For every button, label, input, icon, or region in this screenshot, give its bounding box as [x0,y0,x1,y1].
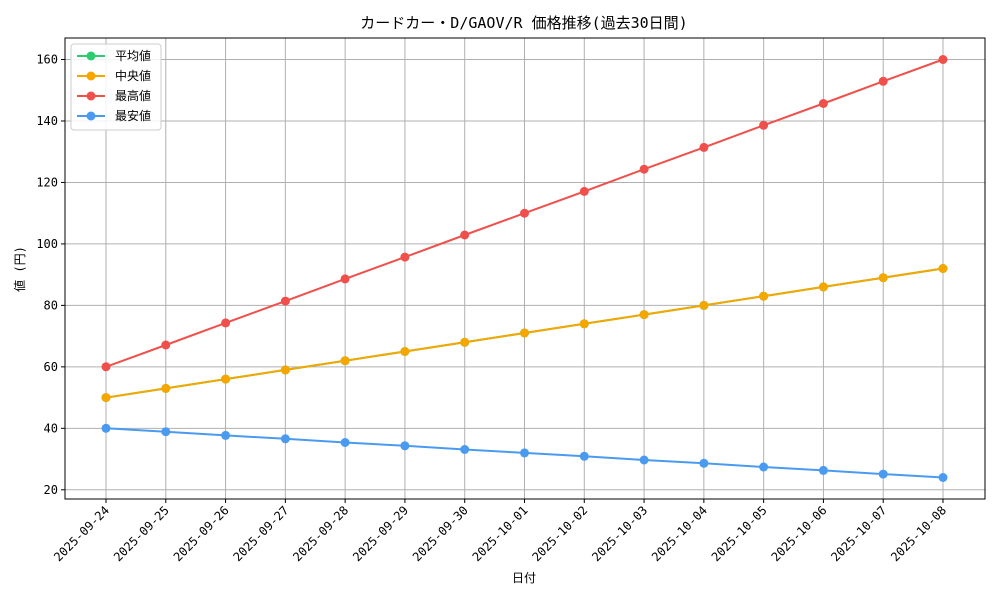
y-tick-label: 140 [36,114,58,128]
data-point [938,473,948,482]
x-tick-label: 2025-10-04 [649,503,710,564]
legend-swatch-marker [86,51,96,61]
y-tick-label: 160 [36,53,58,67]
data-point [400,252,410,262]
legend-item: 最安値 [77,108,151,123]
y-tick-label: 100 [36,237,58,251]
series-2 [101,55,948,372]
data-point [101,362,111,372]
data-point [340,438,350,447]
legend-item: 最高値 [77,88,151,103]
data-point [878,469,888,479]
y-tick-label: 20 [44,483,58,497]
data-point [400,347,410,356]
y-tick-label: 80 [44,298,58,312]
x-tick-label: 2025-10-05 [709,503,770,564]
chart-title: カードカー・D/GAOV/R 価格推移(過去30日間) [360,14,687,32]
x-tick-label: 2025-09-27 [230,503,291,564]
data-point [938,264,948,273]
data-point [280,434,290,444]
data-point [221,374,231,384]
legend-label: 平均値 [115,48,151,63]
data-point [280,365,290,375]
data-point [878,273,888,283]
data-point [340,274,350,284]
data-point [639,310,649,320]
data-point [460,230,470,240]
data-point [759,462,769,472]
legend-swatch-marker [86,71,96,81]
x-tick-label: 2025-10-08 [888,503,949,564]
y-tick-label: 40 [44,421,58,435]
data-point [520,208,529,218]
data-point [460,337,470,347]
data-point [699,458,709,468]
series-lines [101,55,948,482]
data-point [340,356,350,366]
data-point [699,300,709,310]
data-point [101,423,111,433]
y-tick-label: 60 [44,360,58,374]
data-point [221,430,231,440]
x-tick-label: 2025-09-25 [111,503,172,564]
data-point [579,451,589,461]
data-point [818,99,828,108]
data-point [221,318,231,328]
legend-label: 最高値 [115,88,151,103]
data-point [579,186,589,196]
x-tick-label: 2025-10-01 [470,503,531,564]
data-point [161,340,171,350]
x-tick-label: 2025-09-24 [51,503,112,564]
data-point [520,328,529,338]
legend-label: 中央値 [115,68,151,83]
legend-label: 最安値 [115,108,151,123]
data-point [639,164,649,174]
plot-frame [64,37,986,500]
y-axis-title: 値 (円) [12,246,27,292]
data-point [938,55,948,64]
data-point [161,383,171,393]
legend-swatch-marker [86,91,96,101]
data-point [460,445,470,454]
x-tick-label: 2025-09-30 [410,503,471,564]
legend-item: 中央値 [77,68,151,83]
legend-item: 平均値 [77,48,151,63]
data-point [759,120,769,130]
x-tick-label: 2025-10-02 [529,503,590,564]
x-tick-label: 2025-09-28 [290,503,351,564]
data-point [101,393,111,403]
data-point [818,465,828,475]
legend-swatch-marker [86,111,96,121]
x-tick-label: 2025-10-03 [589,503,650,564]
data-point [878,76,888,86]
data-point [818,282,828,292]
axes: 2025-09-242025-09-252025-09-262025-09-27… [36,37,986,564]
data-point [161,427,171,437]
data-point [639,455,649,465]
x-tick-label: 2025-09-29 [350,503,411,564]
grid [65,38,985,499]
series-1 [101,264,948,403]
y-tick-label: 120 [36,175,58,189]
data-point [280,296,290,306]
data-point [520,448,529,458]
x-tick-label: 2025-10-06 [769,503,830,564]
data-point [579,319,589,329]
x-tick-label: 2025-10-07 [828,503,889,564]
data-point [759,291,769,301]
data-point [699,142,709,152]
data-point [400,441,410,451]
series-3 [101,423,948,482]
x-tick-label: 2025-09-26 [171,503,232,564]
legend-box [70,43,162,131]
x-axis-title: 日付 [512,571,536,585]
